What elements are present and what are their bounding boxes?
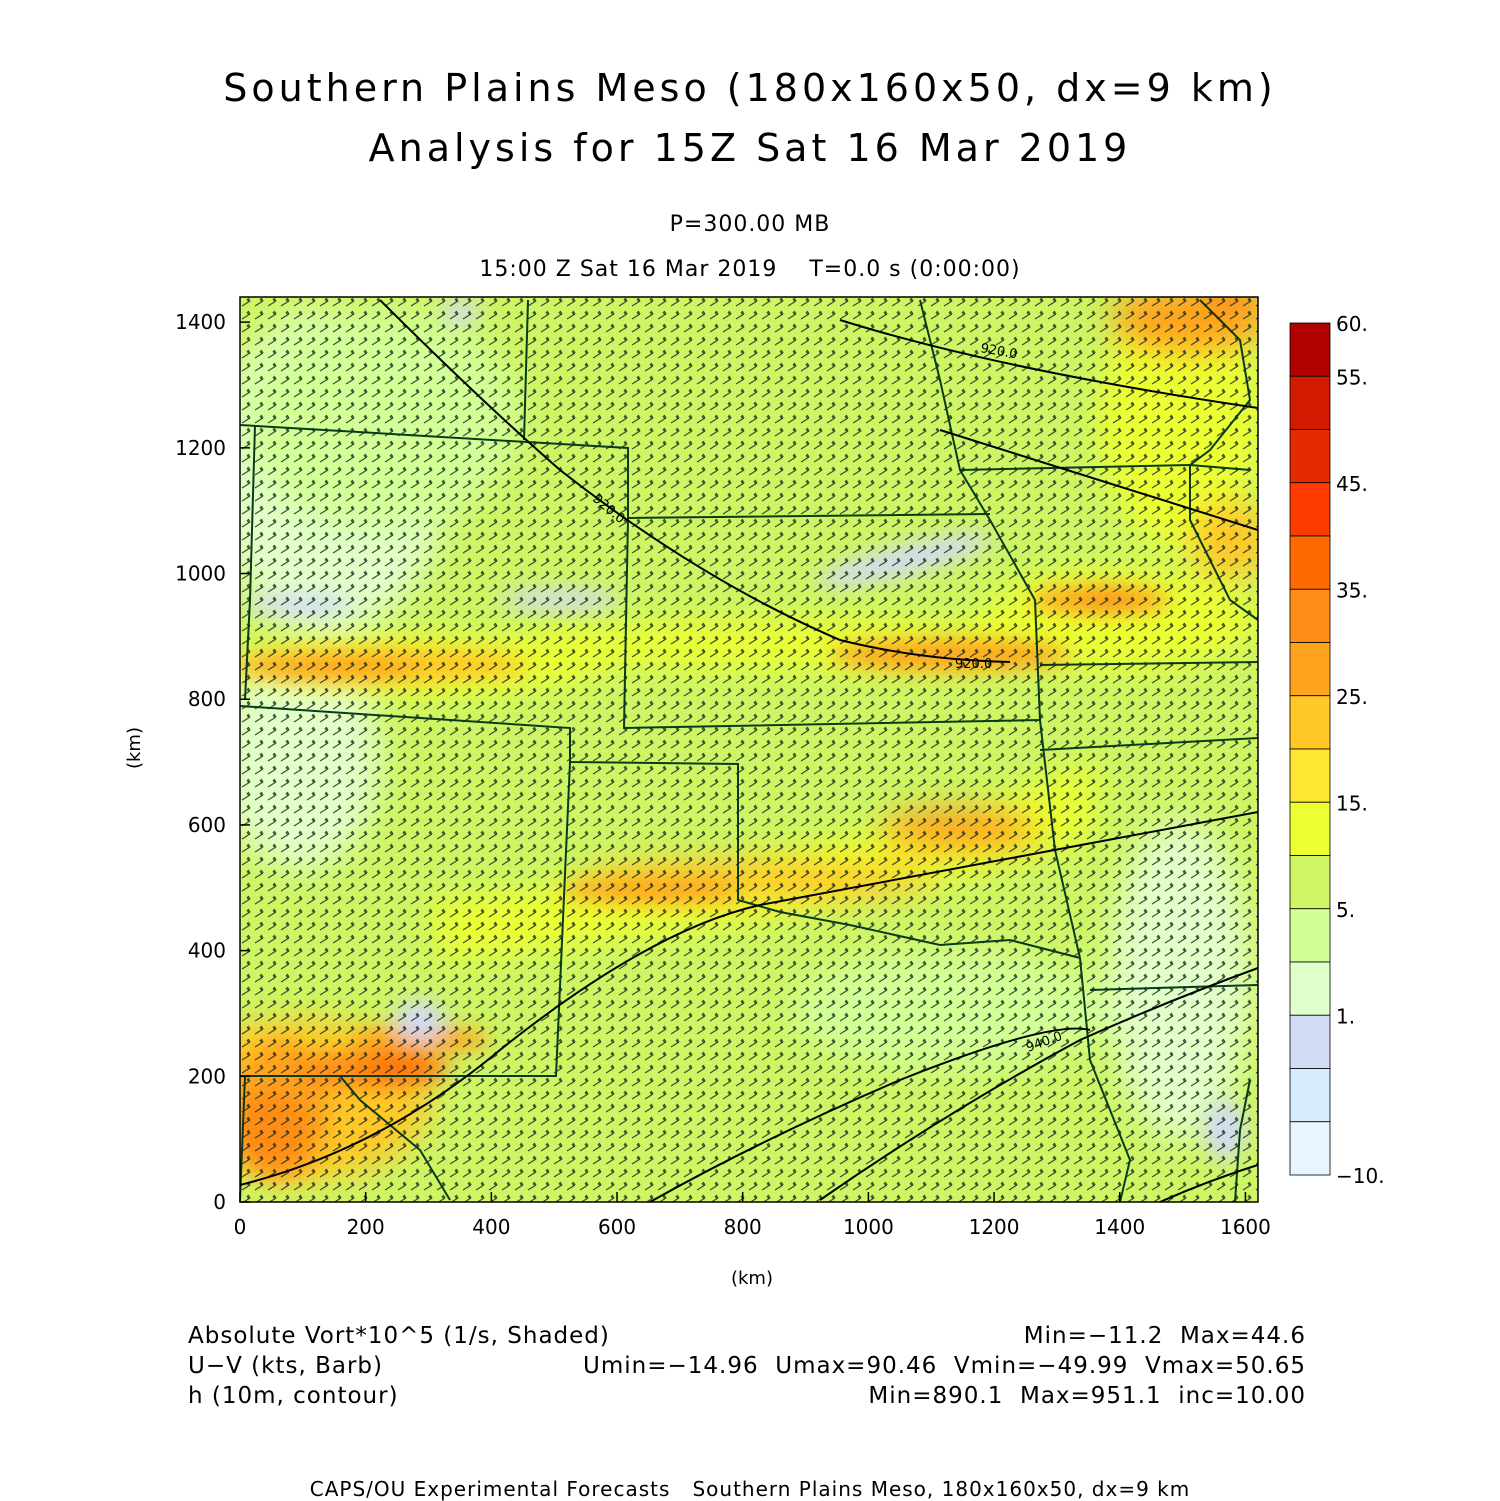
colorbar: 60. 55. 45. 35. 25. 15. 5. 1. −10.	[1289, 312, 1385, 1188]
pressure-level: P=300.00 MB	[669, 212, 831, 237]
colorbar-label: 1.	[1336, 1004, 1355, 1028]
legend-field-height: h (10m, contour)	[188, 1383, 399, 1409]
colorbar-label: 45.	[1336, 472, 1368, 496]
colorbar-label: 15.	[1336, 791, 1368, 815]
legend-field-wind: U−V (kts, Barb)	[188, 1353, 383, 1379]
x-tick-label: 0	[234, 1215, 247, 1239]
y-axis-label: (km)	[124, 727, 145, 769]
x-tick-label: 1000	[843, 1215, 894, 1239]
colorbar-swatch	[1289, 1014, 1331, 1069]
vorticity-shading: 920.0 920.0 920.0 940.0	[240, 297, 1258, 1202]
legend-field-vorticity: Absolute Vort*10^5 (1/s, Shaded)	[188, 1323, 610, 1349]
x-tick-label: 1400	[1094, 1215, 1145, 1239]
colorbar-swatch	[1289, 375, 1331, 430]
x-tick-label: 1600	[1220, 1215, 1271, 1239]
legend-vorticity-stats: Min=−11.2 Max=44.6	[1023, 1323, 1306, 1349]
colorbar-swatch	[1289, 748, 1331, 803]
colorbar-swatch	[1289, 322, 1331, 377]
colorbar-swatch	[1289, 642, 1331, 697]
colorbar-swatch	[1289, 695, 1331, 750]
colorbar-label: 25.	[1336, 685, 1368, 709]
contour-label: 920.0	[979, 341, 1018, 362]
y-tick-label: 400	[188, 939, 226, 963]
footer-credit: CAPS/OU Experimental Forecasts Southern …	[309, 1477, 1191, 1501]
colorbar-swatch	[1289, 482, 1331, 537]
colorbar-label: 35.	[1336, 578, 1368, 602]
colorbar-label: 5.	[1336, 898, 1355, 922]
x-tick-label: 200	[347, 1215, 385, 1239]
colorbar-swatch	[1289, 588, 1331, 643]
x-tick-label: 600	[598, 1215, 636, 1239]
x-tick-label: 1200	[969, 1215, 1020, 1239]
y-axis: 0 200 400 600 800 1000 1200 1400	[175, 310, 250, 1214]
legend-wind-stats: Umin=−14.96 Umax=90.46 Vmin=−49.99 Vmax=…	[583, 1353, 1306, 1379]
colorbar-label: 55.	[1336, 365, 1368, 389]
map-title-line2: Analysis for 15Z Sat 16 Mar 2019	[368, 126, 1132, 170]
y-tick-label: 200	[188, 1064, 226, 1088]
height-contours	[240, 299, 1258, 1202]
x-axis: 0 200 400 600 800 1000 1200 1400 1600	[234, 1192, 1271, 1239]
y-tick-label: 1200	[175, 436, 226, 460]
colorbar-swatch	[1289, 535, 1331, 590]
colorbar-label: −10.	[1336, 1164, 1385, 1188]
colorbar-swatch	[1289, 855, 1331, 910]
plot-frame	[239, 296, 1259, 1203]
colorbar-swatch	[1289, 801, 1331, 856]
contour-label: 920.0	[955, 657, 992, 672]
colorbar-swatch	[1289, 429, 1331, 484]
y-tick-label: 1400	[175, 310, 226, 334]
colorbar-swatch	[1289, 1068, 1331, 1123]
colorbar-label: 60.	[1336, 312, 1368, 336]
map-title-line1: Southern Plains Meso (180x160x50, dx=9 k…	[223, 66, 1277, 110]
state-borders	[240, 299, 1258, 1202]
colorbar-swatch	[1289, 908, 1331, 963]
x-tick-label: 400	[472, 1215, 510, 1239]
valid-time: 15:00 Z Sat 16 Mar 2019 T=0.0 s (0:00:00…	[479, 257, 1021, 282]
x-tick-label: 800	[724, 1215, 762, 1239]
y-tick-label: 800	[188, 687, 226, 711]
y-tick-label: 1000	[175, 562, 226, 586]
colorbar-swatch	[1289, 1121, 1331, 1176]
y-tick-label: 600	[188, 813, 226, 837]
legend-height-stats: Min=890.1 Max=951.1 inc=10.00	[868, 1383, 1306, 1409]
x-axis-label: (km)	[731, 1268, 773, 1289]
y-tick-label: 0	[213, 1190, 226, 1214]
colorbar-swatch	[1289, 961, 1331, 1016]
